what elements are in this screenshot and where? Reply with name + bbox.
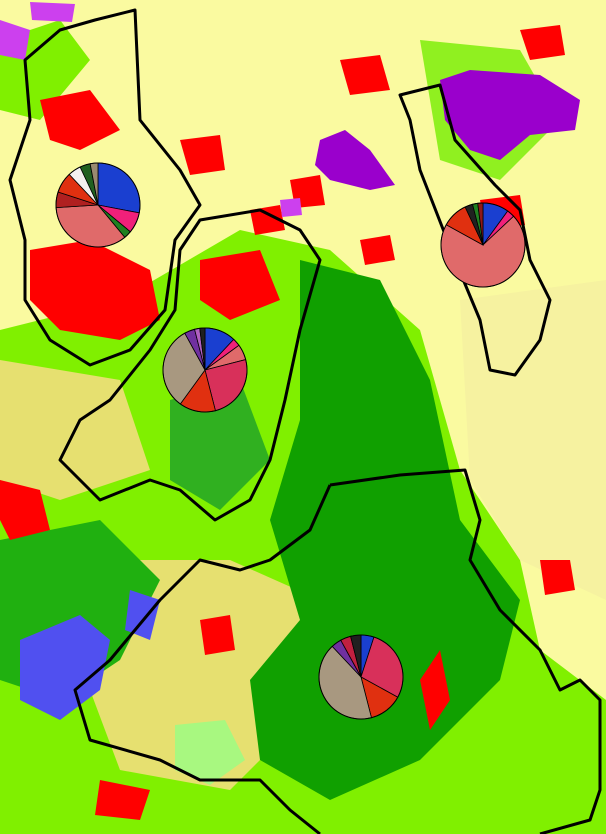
pie-chart: [318, 634, 404, 720]
pie-chart: [162, 327, 248, 413]
pie-outline: [162, 327, 248, 413]
forest-dark: [170, 380, 270, 510]
meadow: [175, 720, 245, 785]
lake: [125, 590, 160, 640]
pie-outline: [318, 634, 404, 720]
pie-charts: [55, 162, 526, 720]
lake: [20, 615, 110, 720]
pie-outline: [440, 202, 526, 288]
farmland: [460, 280, 606, 600]
lake: [315, 130, 395, 190]
lake: [440, 70, 580, 160]
catchment-boundaries: [8, 8, 602, 834]
pie-chart: [55, 162, 141, 248]
pie-chart: [440, 202, 526, 288]
urban-areas: [0, 25, 575, 820]
wetlands: [0, 2, 302, 217]
forest-dark: [250, 260, 520, 800]
pie-outline: [55, 162, 141, 248]
